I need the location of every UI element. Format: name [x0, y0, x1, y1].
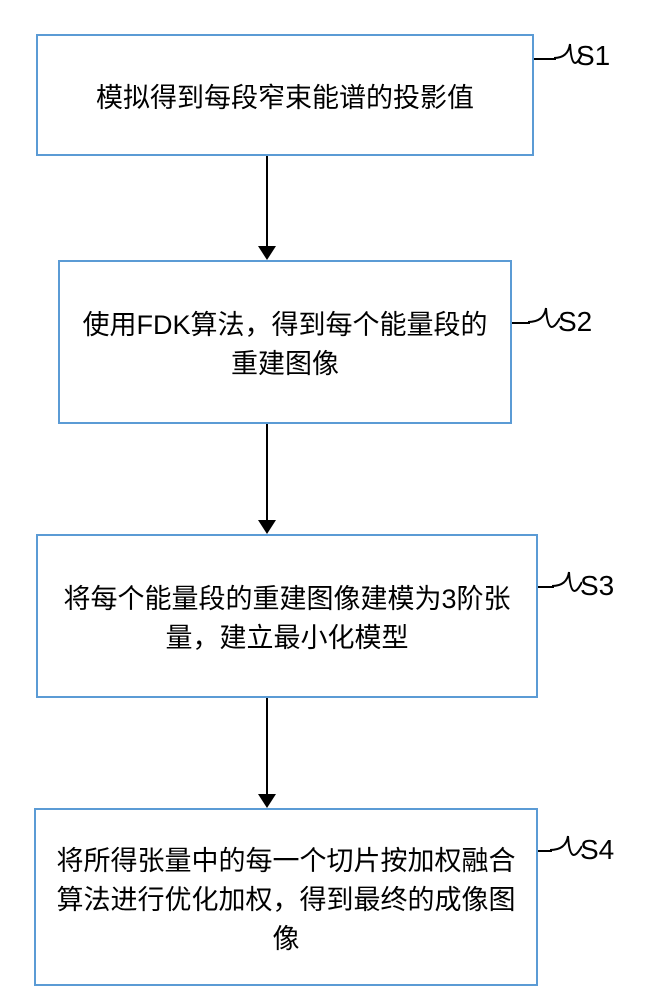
step-label-1-text: S1 [576, 40, 610, 71]
step-label-4-text: S4 [580, 834, 614, 865]
flow-step-2: 使用FDK算法，得到每个能量段的重建图像 [58, 260, 512, 424]
arrow-3-head [258, 794, 276, 808]
connector-1 [534, 58, 556, 60]
curve-2 [528, 300, 560, 348]
curve-4 [550, 828, 582, 876]
flow-step-4: 将所得张量中的每一个切片按加权融合算法进行优化加权，得到最终的成像图像 [34, 808, 538, 986]
flow-step-3-text: 将每个能量段的重建图像建模为3阶张量，建立最小化模型 [52, 577, 522, 655]
step-label-2-text: S2 [558, 306, 592, 337]
flow-step-3: 将每个能量段的重建图像建模为3阶张量，建立最小化模型 [36, 534, 538, 698]
arrow-2-head [258, 520, 276, 534]
arrow-3-line [266, 698, 268, 794]
curve-3 [552, 564, 582, 612]
step-label-3-text: S3 [580, 570, 614, 601]
arrow-2-line [266, 424, 268, 520]
flow-step-1: 模拟得到每段窄束能谱的投影值 [36, 34, 534, 156]
flow-step-2-text: 使用FDK算法，得到每个能量段的重建图像 [74, 303, 496, 381]
flow-step-4-text: 将所得张量中的每一个切片按加权融合算法进行优化加权，得到最终的成像图像 [50, 839, 522, 956]
flow-step-1-text: 模拟得到每段窄束能谱的投影值 [96, 76, 474, 115]
step-label-3: S3 [580, 570, 614, 602]
step-label-2: S2 [558, 306, 592, 338]
arrow-1-line [266, 156, 268, 246]
step-label-1: S1 [576, 40, 610, 72]
step-label-4: S4 [580, 834, 614, 866]
arrow-1-head [258, 246, 276, 260]
